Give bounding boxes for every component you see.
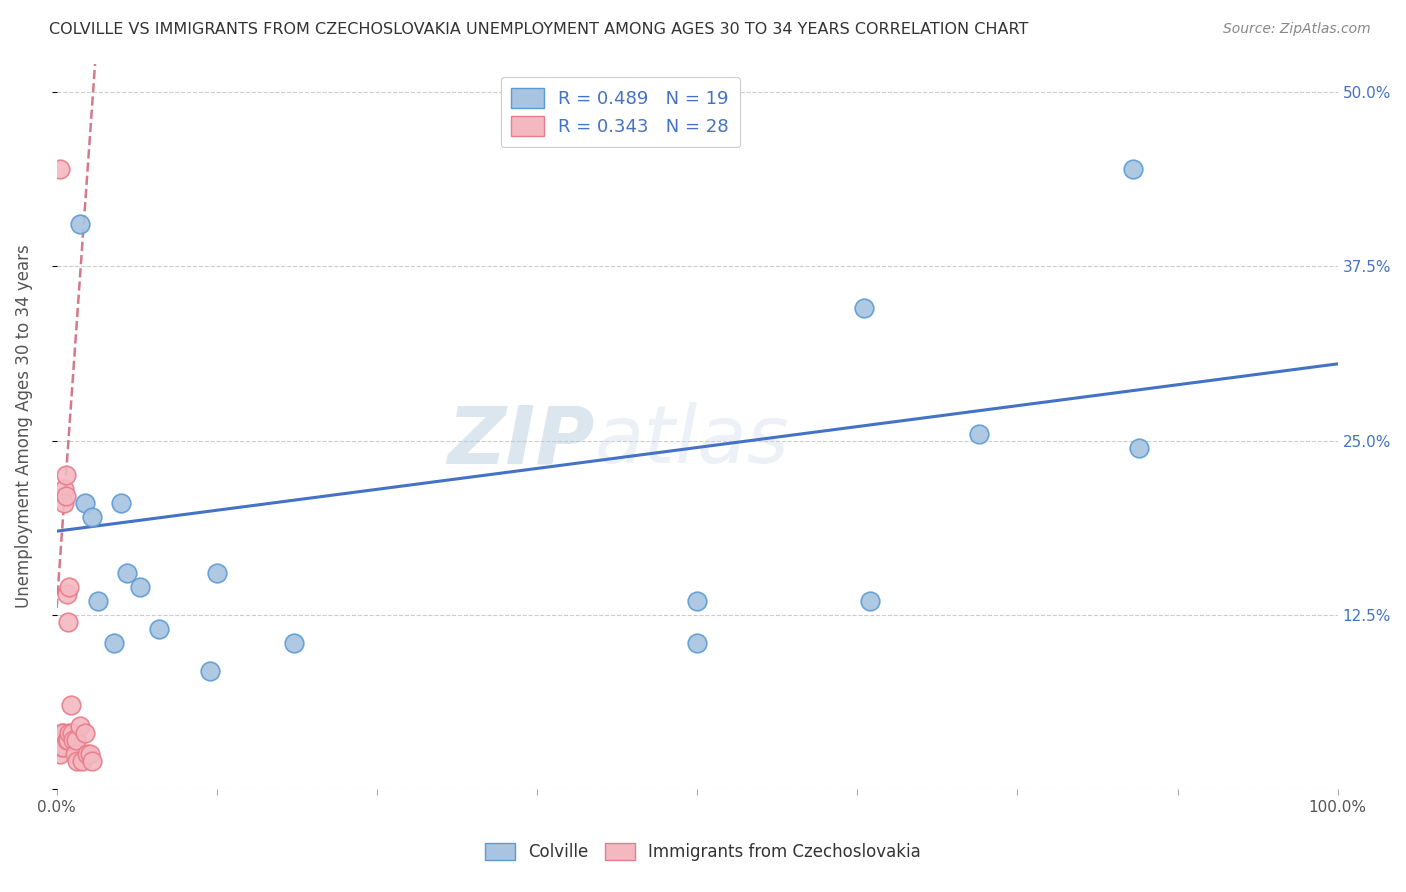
Point xyxy=(852,301,875,315)
Point xyxy=(115,566,138,580)
Point xyxy=(79,747,101,762)
Point xyxy=(58,580,80,594)
Text: Source: ZipAtlas.com: Source: ZipAtlas.com xyxy=(1223,22,1371,37)
Point xyxy=(53,496,76,510)
Legend: R = 0.489   N = 19, R = 0.343   N = 28: R = 0.489 N = 19, R = 0.343 N = 28 xyxy=(501,77,740,147)
Point xyxy=(52,740,75,755)
Point xyxy=(1128,441,1150,455)
Point xyxy=(76,747,98,762)
Point xyxy=(56,733,79,747)
Point xyxy=(69,218,91,232)
Point xyxy=(59,698,82,713)
Point xyxy=(103,636,125,650)
Point xyxy=(110,496,132,510)
Point xyxy=(283,636,305,650)
Point xyxy=(49,161,72,176)
Point xyxy=(60,726,83,740)
Point xyxy=(56,587,79,601)
Point xyxy=(56,733,79,747)
Text: COLVILLE VS IMMIGRANTS FROM CZECHOSLOVAKIA UNEMPLOYMENT AMONG AGES 30 TO 34 YEAR: COLVILLE VS IMMIGRANTS FROM CZECHOSLOVAK… xyxy=(49,22,1029,37)
Point xyxy=(82,510,104,524)
Legend: Colville, Immigrants from Czechoslovakia: Colville, Immigrants from Czechoslovakia xyxy=(478,836,928,868)
Point xyxy=(859,594,882,608)
Point xyxy=(55,468,77,483)
Point xyxy=(205,566,228,580)
Point xyxy=(51,740,73,755)
Point xyxy=(128,580,150,594)
Point xyxy=(51,726,73,740)
Point xyxy=(65,733,87,747)
Point xyxy=(52,726,75,740)
Point xyxy=(73,496,96,510)
Point xyxy=(53,483,76,497)
Point xyxy=(686,636,709,650)
Point xyxy=(967,426,990,441)
Point xyxy=(73,726,96,740)
Point xyxy=(55,489,77,503)
Point xyxy=(82,754,104,768)
Point xyxy=(69,719,91,733)
Point xyxy=(56,615,79,629)
Text: atlas: atlas xyxy=(595,402,789,480)
Point xyxy=(66,754,89,768)
Y-axis label: Unemployment Among Ages 30 to 34 years: Unemployment Among Ages 30 to 34 years xyxy=(15,244,32,608)
Text: ZIP: ZIP xyxy=(447,402,595,480)
Point xyxy=(1122,161,1144,176)
Point xyxy=(62,733,84,747)
Point xyxy=(49,747,72,762)
Point xyxy=(686,594,709,608)
Point xyxy=(63,747,86,762)
Point xyxy=(200,664,222,678)
Point xyxy=(148,622,170,636)
Point xyxy=(58,726,80,740)
Point xyxy=(70,754,93,768)
Point xyxy=(86,594,108,608)
